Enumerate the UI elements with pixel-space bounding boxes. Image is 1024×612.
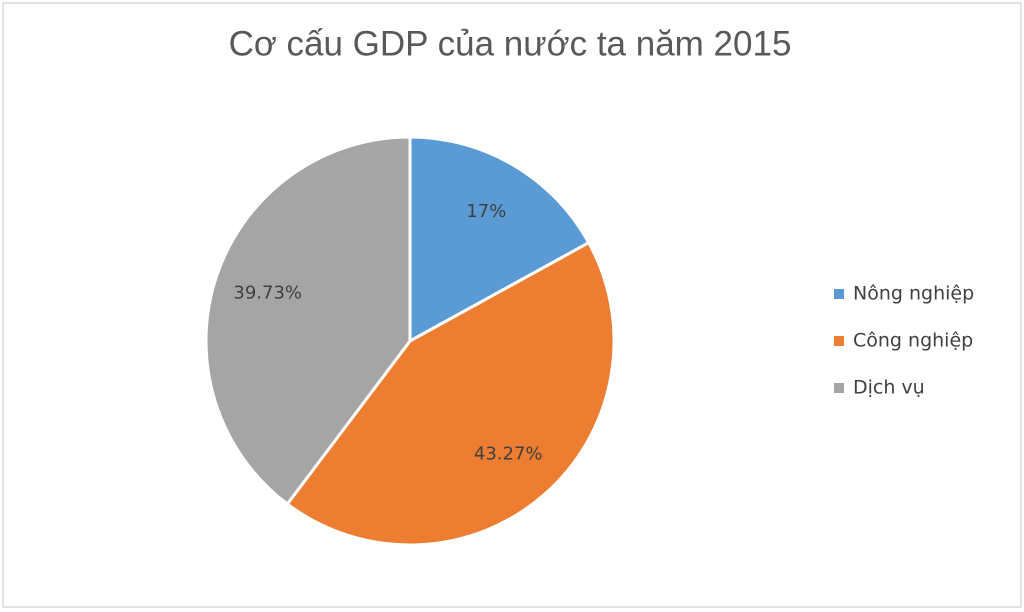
legend-swatch xyxy=(834,336,844,346)
legend-label: Dịch vụ xyxy=(853,377,925,399)
legend-swatch xyxy=(834,289,844,299)
data-label: 43.27% xyxy=(474,443,543,464)
data-label: 17% xyxy=(466,201,506,222)
data-label: 39.73% xyxy=(233,282,302,303)
legend-label: Công nghiệp xyxy=(853,330,973,352)
pie-slice xyxy=(204,135,412,507)
pie-slice xyxy=(408,135,591,344)
chart-title: Cơ cấu GDP của nước ta năm 2015 xyxy=(229,24,792,63)
pie-slice xyxy=(285,240,616,547)
legend-label: Nông nghiệp xyxy=(853,283,974,305)
legend-swatch xyxy=(834,383,844,393)
